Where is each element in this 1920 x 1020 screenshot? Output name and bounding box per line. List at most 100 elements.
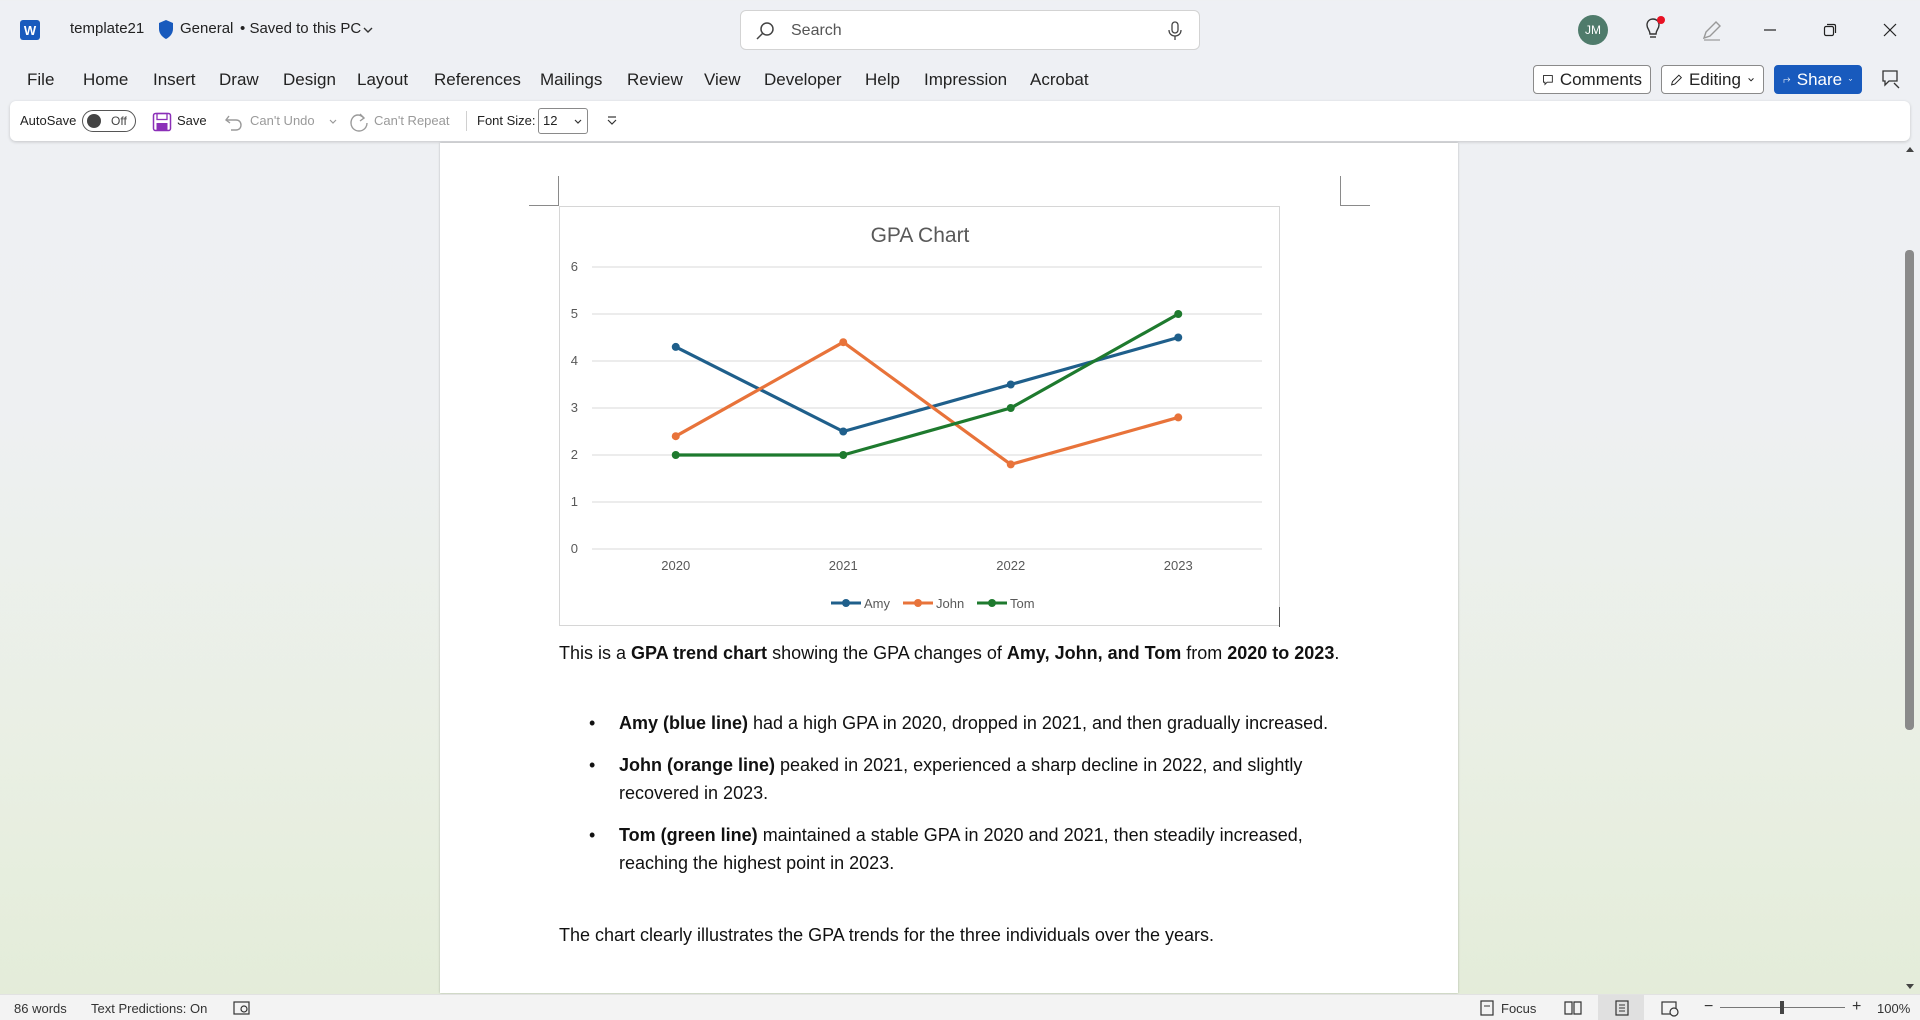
tab-insert[interactable]: Insert (153, 70, 196, 89)
accessibility-icon[interactable] (232, 999, 252, 1017)
qat-divider (466, 111, 467, 131)
data-point-amy[interactable] (1006, 380, 1015, 389)
repeat-button[interactable]: Can't Repeat (374, 113, 450, 128)
document-title[interactable]: template21 (70, 20, 145, 37)
chevron-down-icon[interactable] (328, 117, 338, 127)
legend-marker (842, 599, 850, 607)
crop-mark-left (529, 176, 559, 206)
tab-developer[interactable]: Developer (764, 70, 842, 89)
autosave-toggle[interactable]: Off (82, 110, 136, 132)
data-point-john[interactable] (1006, 460, 1015, 469)
bold-run: Tom (green line) (619, 825, 758, 845)
search-input[interactable] (791, 19, 1131, 43)
text-run: from (1181, 643, 1228, 663)
conclusion-paragraph: The chart clearly illustrates the GPA tr… (559, 925, 1214, 945)
scroll-up-icon[interactable] (1905, 145, 1915, 153)
web-layout-icon[interactable] (1660, 999, 1680, 1017)
data-point-john[interactable] (839, 338, 848, 347)
tab-mailings[interactable]: Mailings (540, 70, 603, 89)
pen-icon[interactable] (1700, 18, 1724, 42)
save-status[interactable]: • Saved to this PC (240, 20, 361, 37)
data-point-tom[interactable] (1174, 310, 1183, 318)
tab-layout[interactable]: Layout (357, 70, 409, 89)
editing-label: Editing (1688, 69, 1741, 89)
read-mode-icon[interactable] (1563, 999, 1583, 1017)
zoom-in-button[interactable]: + (1852, 998, 1862, 1015)
gpa-chart[interactable]: GPA Chart 0 1 2 3 4 5 6 2020 2021 2022 2023 Amy Jo… (559, 206, 1280, 626)
legend-marker (988, 599, 996, 607)
print-layout-icon[interactable] (1612, 999, 1632, 1017)
scroll-thumb[interactable] (1905, 250, 1914, 730)
data-point-tom[interactable] (671, 451, 680, 459)
scroll-down-icon[interactable] (1905, 983, 1915, 991)
mic-icon[interactable] (1167, 21, 1183, 41)
tab-design[interactable]: Design (283, 70, 336, 89)
data-point-tom[interactable] (1006, 404, 1015, 412)
tab-draw[interactable]: Draw (219, 70, 259, 89)
tab-references[interactable]: References (434, 70, 521, 89)
zoom-slider-thumb[interactable] (1780, 1001, 1784, 1014)
avatar[interactable]: JM (1578, 15, 1608, 45)
search-icon (756, 22, 774, 40)
series-line-john[interactable] (674, 340, 1179, 466)
editing-mode-button[interactable]: Editing (1661, 65, 1764, 94)
word-count[interactable]: 86 words (14, 1001, 67, 1016)
crop-mark-right (1340, 176, 1370, 206)
document-page[interactable]: GPA Chart 0 1 2 3 4 5 6 2020 2021 2022 2023 Amy Jo… (440, 143, 1458, 993)
chevron-down-icon[interactable] (362, 24, 374, 36)
copilot-icon[interactable] (1880, 68, 1902, 90)
share-label: Share (1796, 69, 1843, 89)
data-point-amy[interactable] (671, 342, 680, 351)
tab-file[interactable]: File (27, 70, 55, 89)
focus-icon[interactable] (1478, 999, 1498, 1017)
toggle-knob (87, 114, 101, 128)
data-point-john[interactable] (671, 432, 680, 441)
list-item: • Amy (blue line) had a high GPA in 2020… (559, 709, 1349, 737)
restore-icon (1823, 23, 1837, 37)
search-box[interactable] (740, 10, 1200, 50)
tab-help[interactable]: Help (865, 70, 900, 89)
undo-button[interactable]: Can't Undo (250, 113, 315, 128)
zoom-level[interactable]: 100% (1877, 1001, 1911, 1016)
tab-impression[interactable]: Impression (924, 70, 1008, 89)
legend-label: Tom (1010, 596, 1035, 611)
x-tick-label: 2023 (1164, 558, 1193, 573)
bullet-dot: • (589, 713, 596, 733)
focus-button[interactable]: Focus (1501, 1001, 1537, 1016)
status-bar: 86 words Text Predictions: On Focus − + … (0, 994, 1920, 1020)
save-button[interactable]: Save (177, 113, 207, 128)
y-tick-label: 0 (571, 541, 578, 556)
data-point-tom[interactable] (839, 451, 848, 459)
chevron-down-icon (1848, 78, 1853, 81)
data-point-amy[interactable] (839, 427, 848, 436)
series-line-tom[interactable] (675, 312, 1180, 457)
save-icon[interactable] (152, 112, 172, 132)
save-status-text: Saved to this PC (249, 20, 362, 37)
tab-acrobat[interactable]: Acrobat (1030, 70, 1089, 89)
close-button[interactable] (1870, 12, 1910, 48)
resize-handle[interactable] (1279, 607, 1280, 627)
minimize-button[interactable] (1750, 12, 1790, 48)
data-point-john[interactable] (1174, 413, 1183, 422)
text-predictions-status[interactable]: Text Predictions: On (91, 1001, 208, 1016)
title-bar: W template21 General • Saved to this PC … (0, 0, 1920, 60)
x-tick-label: 2022 (996, 558, 1025, 573)
restore-button[interactable] (1810, 12, 1850, 48)
legend-label: Amy (864, 596, 891, 611)
text-run: showing the GPA changes of (767, 643, 1007, 663)
data-point-amy[interactable] (1174, 333, 1183, 342)
text-run: had a high GPA in 2020, dropped in 2021,… (748, 713, 1329, 733)
series-line-amy[interactable] (675, 335, 1179, 434)
share-button[interactable]: Share (1774, 65, 1862, 94)
tab-view[interactable]: View (704, 70, 741, 89)
zoom-out-button[interactable]: − (1704, 998, 1714, 1015)
font-size-select[interactable]: 12 (538, 108, 588, 134)
lightbulb-icon[interactable] (1642, 16, 1666, 44)
tab-review[interactable]: Review (627, 70, 683, 89)
vertical-scrollbar[interactable] (1900, 143, 1920, 993)
comments-button[interactable]: Comments (1533, 65, 1651, 94)
customize-toolbar-icon[interactable] (606, 115, 618, 127)
tab-home[interactable]: Home (83, 70, 129, 89)
sensitivity-label[interactable]: General (180, 20, 234, 37)
bullet-dot: • (589, 755, 596, 775)
